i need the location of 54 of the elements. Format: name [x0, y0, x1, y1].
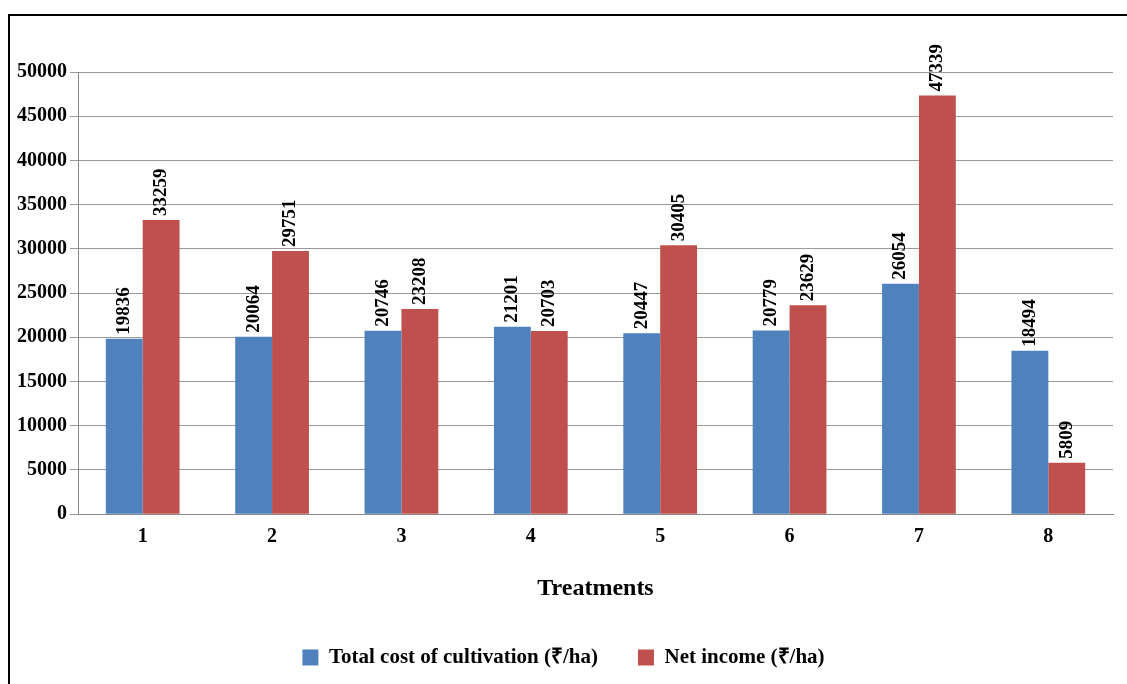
data-label: 23629 [795, 253, 817, 302]
bar [401, 308, 439, 514]
y-tick-label: 10000 [17, 412, 67, 435]
y-tick-label: 15000 [17, 368, 67, 391]
x-tick-label: 1 [137, 524, 148, 547]
y-tick-label: 0 [57, 501, 67, 524]
x-tick-label: 7 [913, 524, 924, 547]
data-label: 19836 [112, 287, 134, 335]
data-label: 20447 [629, 281, 651, 330]
x-tick-label: 3 [396, 524, 407, 547]
bar [272, 251, 309, 514]
data-label: 26054 [888, 231, 910, 280]
x-axis-title: Treatments [537, 573, 654, 600]
y-tick-label: 30000 [17, 236, 67, 259]
data-label: 29751 [278, 199, 300, 248]
y-tick-label: 40000 [17, 147, 67, 170]
data-label: 20703 [537, 279, 559, 328]
y-tick-label: 5000 [27, 457, 67, 480]
bar [918, 95, 956, 514]
legend-label: Net income (₹/ha) [664, 643, 825, 668]
y-tick-label: 20000 [17, 324, 67, 347]
bar [530, 331, 568, 514]
x-tick-label: 5 [655, 524, 666, 547]
bar [623, 333, 661, 514]
bar [493, 326, 531, 514]
y-tick-label: 45000 [17, 103, 67, 126]
data-label: 47339 [925, 44, 947, 92]
bar [660, 245, 698, 514]
bar [752, 330, 790, 514]
y-tick-label: 25000 [17, 280, 67, 303]
x-tick-label: 4 [525, 524, 536, 547]
data-label: 21201 [500, 275, 522, 323]
legend-label: Total cost of cultivation (₹/ha) [328, 643, 598, 668]
data-label: 18494 [1017, 298, 1039, 347]
x-tick-label: 8 [1043, 524, 1054, 547]
bar [1011, 350, 1049, 514]
data-label: 20779 [759, 278, 781, 327]
x-tick-label: 2 [267, 524, 278, 547]
bar [364, 330, 402, 514]
data-label: 20064 [241, 284, 263, 333]
bar [105, 338, 143, 514]
bar [235, 336, 273, 514]
data-label: 30405 [666, 193, 688, 242]
bar [882, 283, 919, 514]
bar [142, 220, 180, 514]
bar [789, 305, 827, 514]
data-label: 20746 [370, 279, 392, 327]
y-tick-label: 35000 [17, 191, 67, 214]
data-label: 5809 [1054, 420, 1076, 459]
y-tick-label: 50000 [17, 59, 67, 82]
bar [1048, 462, 1086, 514]
data-label: 23208 [407, 257, 429, 305]
x-tick-label: 6 [784, 524, 795, 547]
data-label: 33259 [149, 168, 171, 217]
